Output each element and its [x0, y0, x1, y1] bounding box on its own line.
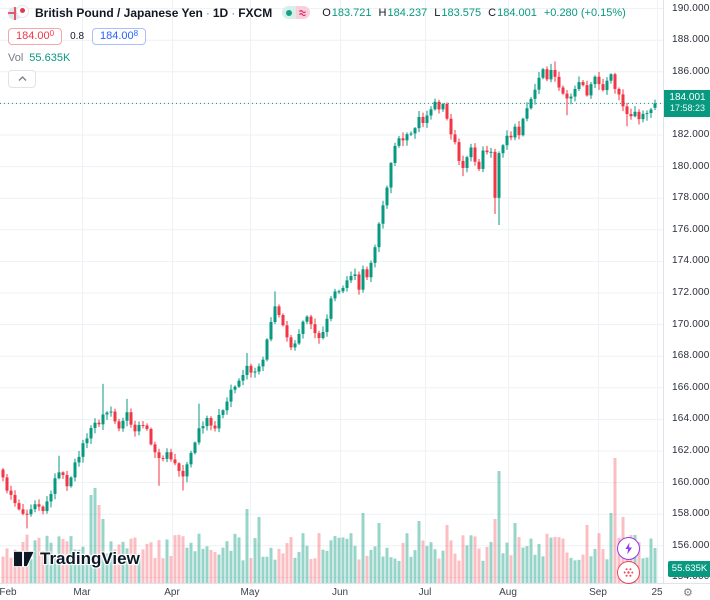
- volume-label: Vol: [8, 52, 24, 64]
- symbol-name[interactable]: British Pound / Japanese Yen: [35, 5, 203, 20]
- spread-value: 0.8: [70, 31, 85, 42]
- time-tick-label: Jun: [331, 587, 349, 598]
- buy-price: 184.00: [100, 30, 134, 42]
- price-tick-label: 174.000: [672, 255, 710, 267]
- title-separator: ·: [231, 5, 236, 20]
- price-tick-label: 166.000: [672, 381, 710, 393]
- price-tick-label: 162.000: [672, 445, 710, 456]
- low-label: L: [434, 6, 441, 19]
- tradingview-watermark: TradingView: [12, 548, 140, 569]
- symbol-title: British Pound / Japanese Yen · 1D · FXCM: [35, 6, 272, 20]
- sell-price-button[interactable]: 184.000: [8, 28, 63, 45]
- gridlines: [0, 0, 663, 583]
- price-tick-label: 178.000: [672, 192, 710, 204]
- market-open-icon: [282, 6, 297, 19]
- time-tick-label: Apr: [164, 587, 180, 598]
- open-value: 183.721: [331, 6, 372, 19]
- market-status-pill[interactable]: [282, 6, 311, 19]
- high-label: H: [378, 6, 387, 19]
- price-tick-label: 160.000: [672, 476, 710, 488]
- lightning-icon: [625, 542, 632, 555]
- chart-legend: British Pound / Japanese Yen · 1D · FXCM O 1…: [8, 4, 626, 88]
- price-tick-label: 172.000: [672, 287, 710, 298]
- price-axis[interactable]: 184.001 17:58:23 55.635K 190.000 188.000 1…: [663, 0, 710, 583]
- price-tick-label: 170.000: [672, 318, 710, 330]
- time-tick-label: Sep: [589, 587, 607, 598]
- volume-axis-value: 55.635K: [671, 563, 708, 574]
- instant-order-button[interactable]: [617, 537, 640, 560]
- watermark-text: TradingView: [40, 548, 140, 568]
- last-price-value: 184.001: [669, 91, 706, 103]
- time-tick-label: Feb: [0, 587, 17, 598]
- time-tick-label: Jul: [418, 587, 432, 598]
- chart-canvas[interactable]: [0, 0, 663, 583]
- close-label: C: [488, 6, 497, 19]
- volume-axis-label: 55.635K: [668, 561, 710, 577]
- time-tick-label: May: [240, 587, 260, 598]
- low-value: 183.575: [441, 6, 482, 19]
- bar-countdown: 17:58:23: [669, 102, 706, 113]
- ohlc-readout: O 183.721 H 184.237 L 183.575 C 184.001 …: [322, 7, 626, 19]
- gear-icon[interactable]: ⚙: [683, 587, 693, 599]
- interval-value[interactable]: 1D: [212, 5, 229, 20]
- time-axis[interactable]: ⚙ Feb Mar Apr May Jun Jul Aug Sep 25: [0, 583, 710, 600]
- sell-price-sup: 0: [49, 29, 55, 38]
- last-price-label: 184.001 17:58:23: [664, 89, 710, 117]
- price-tick-label: 188.000: [672, 34, 710, 46]
- exchange-name[interactable]: FXCM: [238, 5, 273, 20]
- time-tick-label: Mar: [73, 587, 91, 598]
- buy-price-sup: 8: [133, 29, 139, 38]
- price-tick-label: 180.000: [672, 160, 710, 172]
- dotted-ball-icon: [623, 568, 634, 577]
- time-tick-label: 25: [651, 587, 663, 598]
- price-tick-label: 182.000: [672, 129, 710, 140]
- price-tick-label: 168.000: [672, 350, 710, 362]
- candlestick-series: [1, 61, 657, 529]
- chevron-up-icon: [18, 76, 26, 81]
- high-value: 184.237: [387, 6, 428, 19]
- close-value: 184.001: [497, 6, 537, 19]
- title-separator: ·: [205, 5, 210, 20]
- price-tick-label: 186.000: [672, 65, 710, 77]
- price-tick-label: 158.000: [672, 508, 710, 520]
- buy-price-button[interactable]: 184.008: [92, 28, 147, 45]
- price-tick-label: 190.000: [672, 2, 710, 14]
- price-tick-label: 176.000: [672, 223, 710, 235]
- volume-value: 55.635K: [29, 52, 71, 64]
- currency-pair-icon: [8, 4, 29, 21]
- hot-feature-button[interactable]: [617, 561, 640, 584]
- price-tick-label: 156.000: [672, 539, 710, 551]
- price-tick-label: 164.000: [672, 413, 710, 425]
- time-tick-label: Aug: [499, 587, 517, 598]
- sell-price: 184.00: [16, 30, 50, 42]
- tradingview-logo-icon: [13, 550, 35, 568]
- volume-legend: Vol 55.635K: [8, 52, 626, 64]
- notification-squiggle-icon: [296, 6, 311, 19]
- open-label: O: [322, 6, 331, 19]
- jpy-flag-icon: [16, 4, 29, 18]
- change-value: +0.280 (+0.15%): [543, 6, 626, 19]
- collapse-legend-button[interactable]: [8, 70, 36, 88]
